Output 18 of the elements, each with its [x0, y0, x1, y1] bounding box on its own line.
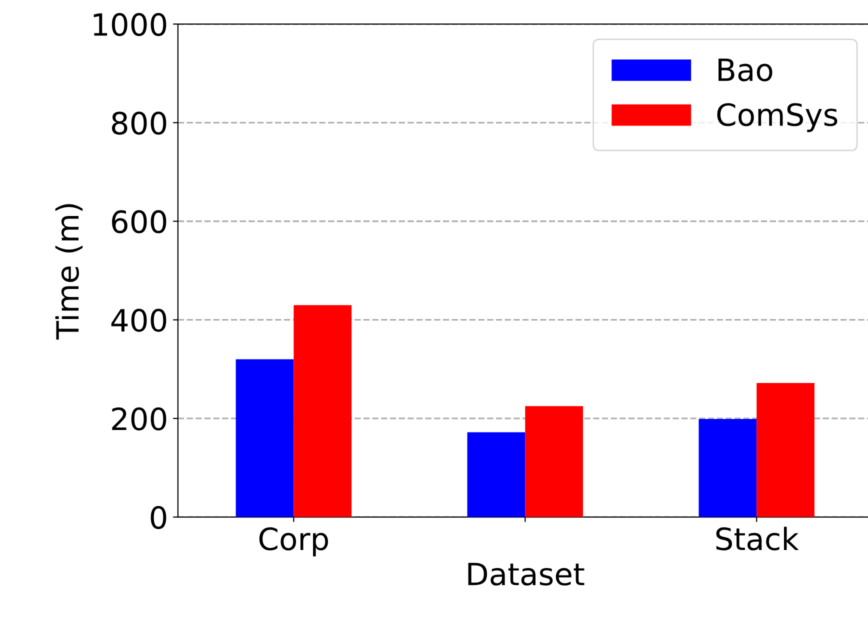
bar [236, 359, 294, 518]
y-tick-label: 600 [112, 210, 166, 234]
y-tick-label: 200 [112, 407, 166, 430]
bar [698, 418, 757, 518]
x-axis-title: Dataset [468, 562, 584, 586]
y-tick-label: 1000 [94, 12, 166, 36]
legend-label: Bao [718, 58, 772, 82]
bar [294, 305, 352, 518]
y-tick-label: 800 [112, 112, 166, 135]
y-tick-label: 400 [111, 308, 166, 332]
bar [525, 406, 584, 518]
y-axis-title: Time (m) [55, 204, 83, 340]
x-tick-label: Stack [716, 526, 799, 550]
bar [467, 432, 526, 518]
bar [756, 382, 814, 518]
y-tick-label: 0 [150, 506, 166, 530]
legend-label: ComSys [717, 103, 838, 132]
x-tick-label: Corp [259, 527, 328, 556]
